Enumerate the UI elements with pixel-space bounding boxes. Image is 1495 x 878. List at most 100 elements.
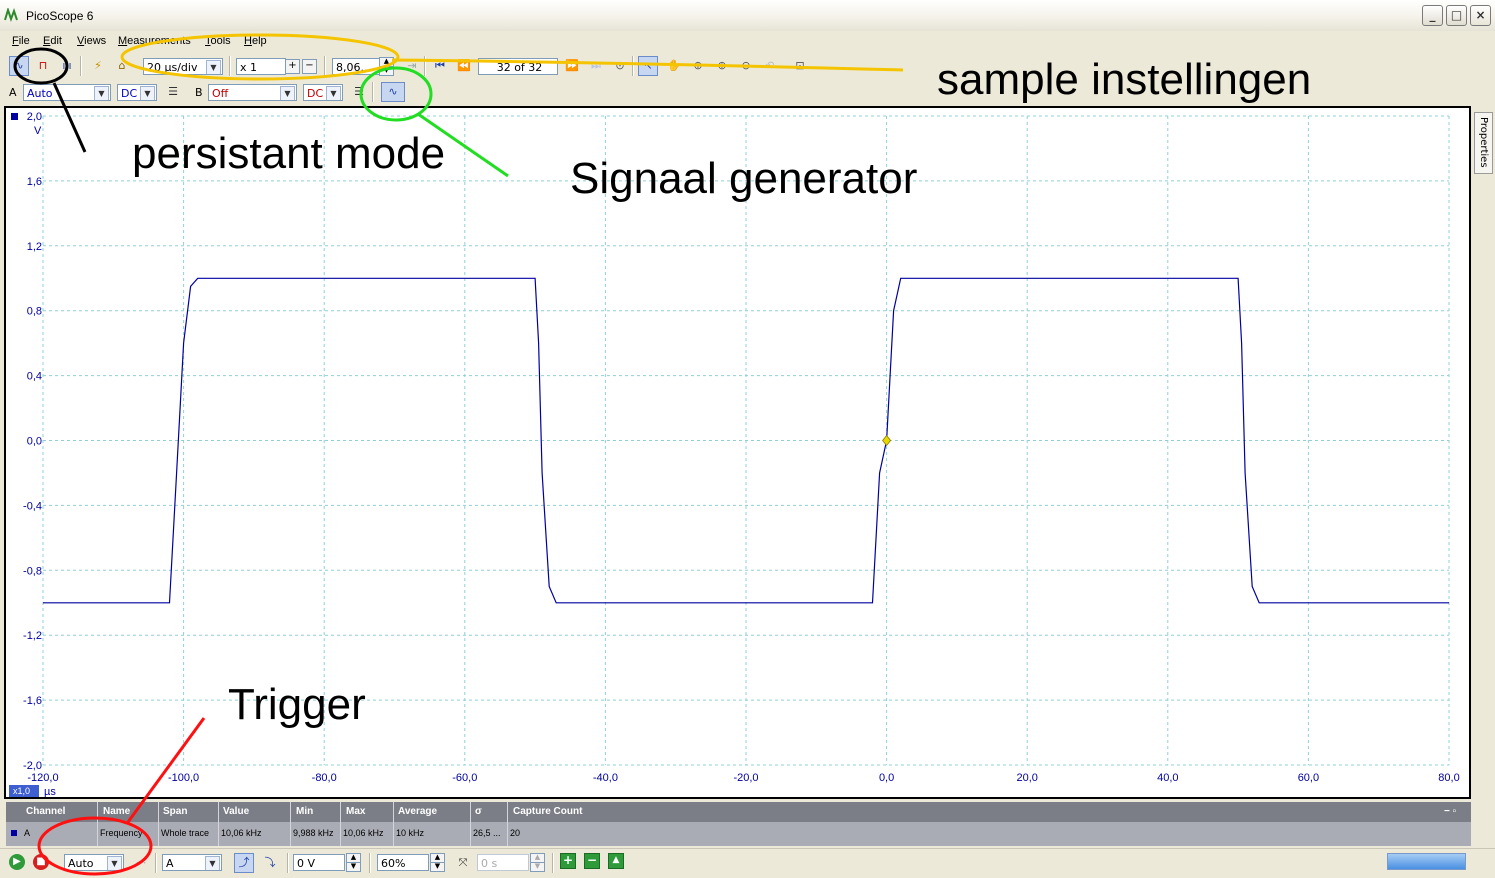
- x-tick-label: -60,0: [452, 772, 477, 784]
- table-window-controls[interactable]: − ▫: [1444, 806, 1457, 817]
- toolbar-separator: [229, 56, 231, 76]
- signal-generator-icon[interactable]: ∿: [381, 82, 405, 102]
- buffer-value: 32 of 32: [496, 61, 543, 74]
- y-tick-label: 0,0: [27, 436, 42, 448]
- sample-settings-annotation: sample instellingen: [937, 55, 1311, 104]
- x-tick-label: -120,0: [27, 772, 58, 784]
- menu-edit[interactable]: Edit: [43, 35, 62, 47]
- channel-b-range-select[interactable]: Off ▼: [208, 84, 297, 101]
- toolbar-separator: [80, 56, 82, 76]
- trigger-annotation: Trigger: [228, 680, 366, 729]
- table-row-sigma[interactable]: 26,5 ...: [473, 828, 501, 838]
- col-average[interactable]: Average: [398, 806, 438, 817]
- y-tick-label: 1,6: [27, 176, 42, 188]
- delay-field[interactable]: 0 s: [477, 854, 529, 871]
- signal-generator-pointer: [417, 112, 509, 178]
- pretrigger-value: 60%: [381, 857, 406, 870]
- chevron-down-icon: ▼: [107, 856, 122, 870]
- trigger-mode-select[interactable]: Auto ▼: [64, 854, 124, 871]
- trigger-threshold-value: 0 V: [297, 857, 316, 870]
- table-row-average[interactable]: 10 kHz: [396, 828, 425, 838]
- zoom-value: x 1: [240, 61, 258, 74]
- column-divider: [393, 802, 394, 846]
- x-axis-labels: -120,0 -100,0 -80,0 -60,0 -40,0 -20,0 0,0 20,0 4…: [27, 772, 1459, 784]
- buffer-overview-icon[interactable]: ⊙: [615, 59, 625, 72]
- channel-b-options-icon[interactable]: ☰: [354, 85, 364, 98]
- delay-down-button[interactable]: ▼: [530, 862, 545, 872]
- col-value[interactable]: Value: [223, 806, 250, 817]
- persistence-mode-icon[interactable]: ⊓: [38, 59, 48, 72]
- table-row-min[interactable]: 9,988 kHz: [293, 828, 334, 838]
- trigger-marker-icon[interactable]: [882, 434, 892, 447]
- channel-a-coupling-select[interactable]: DC ▼: [117, 84, 157, 101]
- zoom-overview-icon[interactable]: ⊡: [795, 59, 805, 72]
- properties-tab[interactable]: Properties: [1474, 112, 1493, 174]
- col-channel[interactable]: Channel: [26, 806, 66, 817]
- y-tick-label: -1,2: [23, 630, 42, 642]
- table-row-capture-count[interactable]: 20: [510, 828, 521, 838]
- table-row-span[interactable]: Whole trace: [161, 828, 210, 838]
- menu-file[interactable]: File: [12, 35, 30, 47]
- chevron-down-icon: ▼: [205, 856, 220, 870]
- start-icon[interactable]: ▶: [9, 854, 25, 870]
- capture-progress-bar: [1387, 853, 1466, 870]
- post-trigger-delay-icon[interactable]: ⤧: [458, 856, 468, 869]
- y-tick-label: 1,2: [27, 241, 42, 253]
- col-min[interactable]: Min: [296, 806, 314, 817]
- zoom-plus-button[interactable]: +: [285, 59, 300, 74]
- channel-a-label: A: [9, 86, 17, 99]
- table-row-channel[interactable]: A: [24, 828, 31, 838]
- x-tick-label: 0,0: [879, 772, 894, 784]
- scope-plot[interactable]: 2,0 1,6 1,2 0,8 0,4 0,0 -0,4 -0,8 -1,2 -1,6 -2,0 -…: [6, 108, 1469, 798]
- delete-measurement-icon[interactable]: −: [584, 853, 600, 869]
- close-button[interactable]: ×: [1470, 5, 1491, 26]
- y-tick-label: 0,8: [27, 306, 42, 318]
- column-divider: [218, 802, 219, 846]
- edit-measurement-icon[interactable]: ▲: [608, 853, 624, 869]
- channel-a-options-icon[interactable]: ☰: [168, 85, 178, 98]
- table-row-max[interactable]: 10,06 kHz: [343, 828, 384, 838]
- trigger-threshold-field[interactable]: 0 V: [293, 854, 345, 871]
- trigger-highlight: [37, 816, 153, 876]
- x-tick-label: 40,0: [1157, 772, 1178, 784]
- y-tick-label: 0,4: [27, 371, 42, 383]
- zoom-minus-button[interactable]: −: [302, 59, 317, 74]
- add-measurement-icon[interactable]: +: [560, 853, 576, 869]
- col-span[interactable]: Span: [163, 806, 188, 817]
- channel-a-range-select[interactable]: Auto ▼: [23, 84, 111, 101]
- chevron-down-icon: ▼: [206, 60, 221, 74]
- menu-views[interactable]: Views: [77, 35, 107, 47]
- column-divider: [97, 802, 98, 846]
- first-buffer-icon[interactable]: ⏮: [435, 59, 445, 72]
- col-name[interactable]: Name: [103, 806, 131, 817]
- col-sigma[interactable]: σ: [475, 806, 482, 817]
- toolbar-separator: [632, 56, 634, 76]
- rising-edge-icon[interactable]: ⤴: [234, 853, 254, 873]
- trigger-source-select[interactable]: A ▼: [162, 854, 222, 871]
- falling-edge-icon[interactable]: ⤵: [264, 856, 276, 869]
- threshold-down-button[interactable]: ▼: [346, 862, 361, 872]
- scope-view[interactable]: [4, 106, 1471, 799]
- run-repeat-icon[interactable]: ⇥: [407, 59, 417, 72]
- auto-setup-icon[interactable]: ⚡: [94, 59, 102, 72]
- toolbar-separator: [324, 56, 326, 76]
- pretrigger-down-button[interactable]: ▼: [430, 862, 445, 872]
- table-row-value[interactable]: 10,06 kHz: [221, 828, 262, 838]
- x-tick-label: 20,0: [1016, 772, 1037, 784]
- y-axis-unit: V: [34, 125, 42, 137]
- table-row-name[interactable]: Frequency: [100, 828, 143, 838]
- y-tick-label: -0,4: [23, 500, 42, 512]
- menu-tools[interactable]: Tools: [205, 35, 231, 47]
- minimize-button[interactable]: _: [1422, 5, 1443, 26]
- col-capture-count[interactable]: Capture Count: [513, 806, 583, 817]
- pointer-tool-icon[interactable]: ↖: [638, 56, 658, 76]
- pretrigger-field[interactable]: 60%: [377, 854, 429, 871]
- persistent-mode-highlight: [13, 47, 69, 85]
- col-max[interactable]: Max: [346, 806, 366, 817]
- default-setup-icon[interactable]: ⌂: [118, 59, 126, 72]
- trigger-source-value: A: [166, 857, 174, 870]
- menu-help[interactable]: Help: [244, 35, 267, 47]
- maximize-button[interactable]: □: [1446, 5, 1467, 26]
- channel-b-coupling-select[interactable]: DC ▼: [303, 84, 343, 101]
- last-buffer-icon[interactable]: ⏭: [591, 59, 601, 72]
